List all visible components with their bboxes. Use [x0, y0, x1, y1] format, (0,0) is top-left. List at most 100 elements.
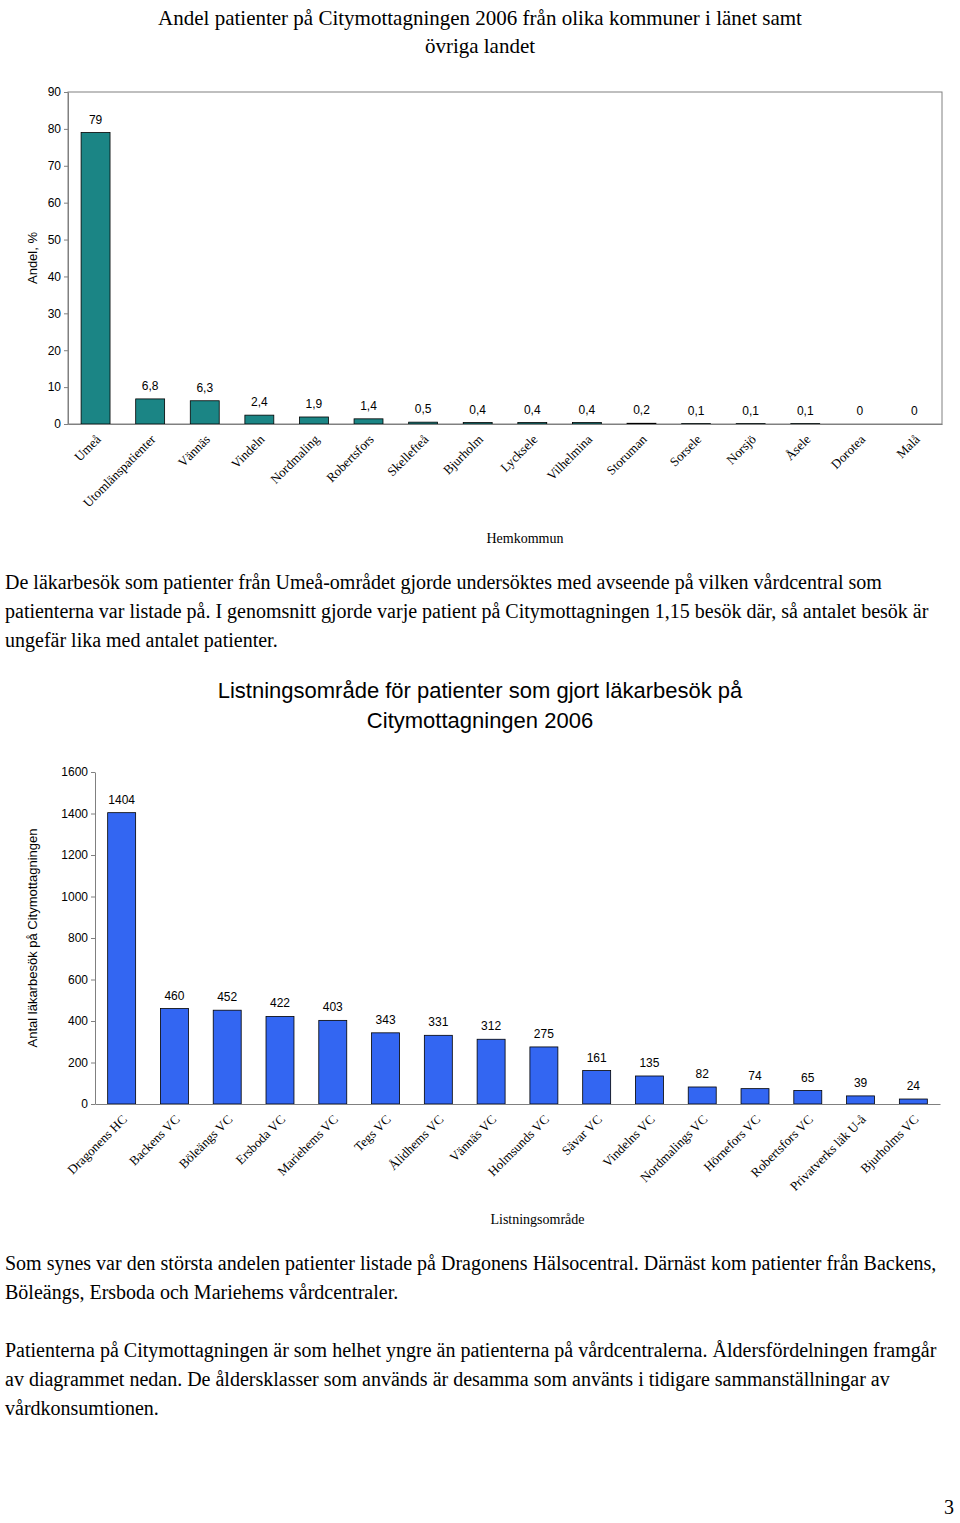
bar: [791, 423, 820, 424]
x-tick: Storuman: [603, 424, 650, 478]
bar: [319, 1020, 347, 1104]
tick-label: 90: [48, 85, 62, 99]
x-tick: Umeå: [71, 424, 104, 464]
data-label: 0,5: [415, 402, 432, 416]
plot-frame: [68, 92, 942, 424]
x-tick: Sävar VC: [558, 1104, 604, 1158]
axis-line: [68, 93, 69, 425]
tick-mark: [64, 240, 68, 241]
data-labels: 1404460452422403343331312275161135827465…: [108, 793, 920, 1093]
tick-label: Sävar VC: [558, 1112, 604, 1158]
x-tick: Backens VC: [126, 1104, 183, 1168]
tick-label: Nordmalings VC: [637, 1112, 711, 1186]
tick-mark: [91, 1021, 95, 1022]
tick-label: Vindelns VC: [600, 1112, 658, 1170]
tick-label: Böleängs VC: [176, 1112, 236, 1172]
page: {"chart_data": [ {"type": "bar", "title"…: [0, 0, 960, 1523]
bar: [409, 422, 438, 424]
axis-line: [69, 424, 943, 425]
x-tick: Nordmaling: [267, 424, 322, 487]
data-label: 1,4: [360, 399, 377, 413]
tick-label: 0: [54, 417, 61, 431]
tick-label: Ersboda VC: [233, 1112, 289, 1168]
data-label: 312: [481, 1019, 501, 1033]
bar: [190, 401, 219, 424]
x-tick: Sorsele: [667, 424, 705, 469]
data-label: 1,9: [306, 397, 323, 411]
tick-label: 40: [48, 270, 62, 284]
tick-mark: [91, 855, 95, 856]
x-tick: Bjurholms VC: [857, 1104, 921, 1176]
x-tick: Vilhelmina: [544, 424, 596, 483]
tick-label: Bjurholm: [440, 432, 486, 478]
tick-label: Dorotea: [828, 431, 868, 471]
bar: [847, 1096, 875, 1104]
chart: 0102030405060708090UmeåUtomlänspatienter…: [25, 85, 943, 546]
tick-label: 1000: [61, 890, 88, 904]
tick-label: Tegs VC: [351, 1112, 394, 1155]
y-tick: 400: [68, 1014, 95, 1028]
data-label: 460: [164, 989, 184, 1003]
tick-label: Ålidhems VC: [385, 1112, 446, 1173]
bar: [518, 423, 547, 424]
bar: [572, 423, 601, 424]
bar: [900, 424, 929, 425]
tick-label: 30: [48, 307, 62, 321]
x-tick: Privatverks läk U-å: [787, 1104, 869, 1194]
data-label: 331: [428, 1015, 448, 1029]
y-axis-title: Andel, %: [25, 232, 40, 284]
tick-mark: [64, 350, 68, 351]
tick-label: Skellefteå: [384, 431, 432, 479]
data-label: 79: [89, 113, 103, 127]
y-axis-title: Antal läkarbesök på Citymottagningen: [25, 829, 40, 1048]
tick-label: Mariehems VC: [274, 1112, 341, 1179]
data-label: 0,1: [742, 404, 759, 418]
bar: [635, 1076, 663, 1104]
bar: [160, 1009, 188, 1104]
bar: [372, 1033, 400, 1104]
tick-label: 400: [68, 1014, 88, 1028]
data-label: 0,1: [688, 404, 705, 418]
x-tick: Norsjö: [723, 424, 759, 467]
axis-line: [96, 1104, 941, 1105]
bar: [213, 1010, 241, 1104]
data-label: 422: [270, 996, 290, 1010]
data-label: 135: [639, 1056, 659, 1070]
bar: [108, 813, 136, 1104]
data-label: 0: [856, 404, 863, 418]
y-tick: 800: [68, 931, 95, 945]
bar: [354, 419, 383, 424]
bar: [682, 423, 711, 424]
bar: [245, 415, 274, 424]
paragraph: Som synes var den största andelen patien…: [5, 1249, 957, 1307]
y-tick: 1200: [61, 848, 95, 862]
tick-mark: [64, 129, 68, 130]
x-tick: Vännäs VC: [446, 1104, 499, 1165]
y-tick: 60: [48, 196, 68, 210]
data-label: 343: [376, 1013, 396, 1027]
x-tick: Ersboda VC: [233, 1104, 289, 1167]
bar: [463, 423, 492, 424]
bar: [136, 399, 165, 424]
tick-label: Lycksele: [497, 431, 540, 474]
data-label: 39: [854, 1076, 868, 1090]
y-tick: 1400: [61, 807, 95, 821]
y-tick: 0: [54, 417, 68, 431]
tick-label: 60: [48, 196, 62, 210]
bar: [794, 1091, 822, 1104]
x-tick: Dragonens HC: [64, 1104, 130, 1177]
tick-label: Privatverks läk U-å: [787, 1111, 869, 1193]
y-tick: 10: [48, 380, 68, 394]
bar: [688, 1087, 716, 1104]
bars: [108, 813, 928, 1104]
tick-mark: [91, 938, 95, 939]
y-tick: 600: [68, 973, 95, 987]
tick-label: 50: [48, 233, 62, 247]
data-label: 0,2: [633, 403, 650, 417]
tick-mark: [91, 980, 95, 981]
bar: [583, 1071, 611, 1104]
tick-label: 20: [48, 344, 62, 358]
bar: [81, 133, 110, 424]
page-number: 3: [944, 1496, 954, 1519]
y-axis: 02004006008001000120014001600: [61, 765, 95, 1111]
